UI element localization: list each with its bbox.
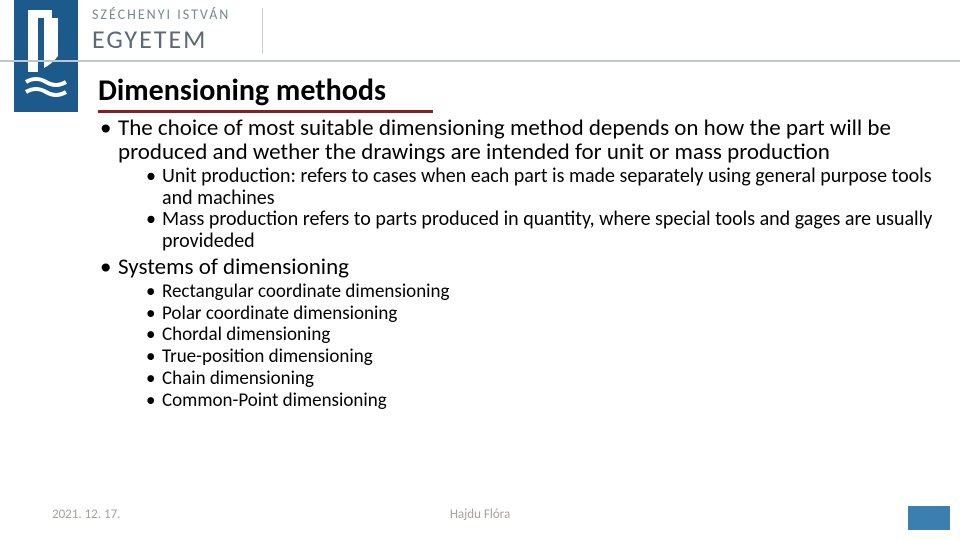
system-item: Common-Point dimensioning (146, 390, 950, 412)
slide-content: The choice of most suitable dimensioning… (100, 116, 950, 414)
pillar-waves-icon (22, 8, 70, 104)
slide-title: Dimensioning methods (98, 72, 386, 109)
system-item: Polar coordinate dimensioning (146, 303, 950, 325)
bullet-unit-production: Unit production: refers to cases when ea… (146, 166, 950, 209)
header-rule (0, 60, 960, 62)
bullet-mass-production: Mass production refers to parts produced… (146, 209, 950, 252)
slide-number-box (908, 506, 950, 530)
university-name-top: SZÉCHENYI ISTVÁN (92, 6, 230, 23)
university-name: SZÉCHENYI ISTVÁN EGYETEM (92, 6, 230, 55)
header-divider (262, 8, 263, 54)
system-item: Chordal dimensioning (146, 324, 950, 346)
bullet-systems: Systems of dimensioning Rectangular coor… (100, 255, 950, 412)
footer-author: Hajdu Flóra (0, 507, 960, 522)
system-item: Rectangular coordinate dimensioning (146, 281, 950, 303)
slide: SZÉCHENYI ISTVÁN EGYETEM Dimensioning me… (0, 0, 960, 540)
university-name-bottom: EGYETEM (92, 23, 230, 55)
header: SZÉCHENYI ISTVÁN EGYETEM (0, 0, 960, 68)
system-item: True-position dimensioning (146, 346, 950, 368)
university-logo (14, 0, 78, 112)
title-underline (98, 110, 433, 113)
system-item: Chain dimensioning (146, 368, 950, 390)
bullet-systems-heading: Systems of dimensioning (118, 253, 349, 281)
bullet-intro-text: The choice of most suitable dimensioning… (118, 114, 891, 166)
bullet-intro: The choice of most suitable dimensioning… (100, 116, 950, 253)
